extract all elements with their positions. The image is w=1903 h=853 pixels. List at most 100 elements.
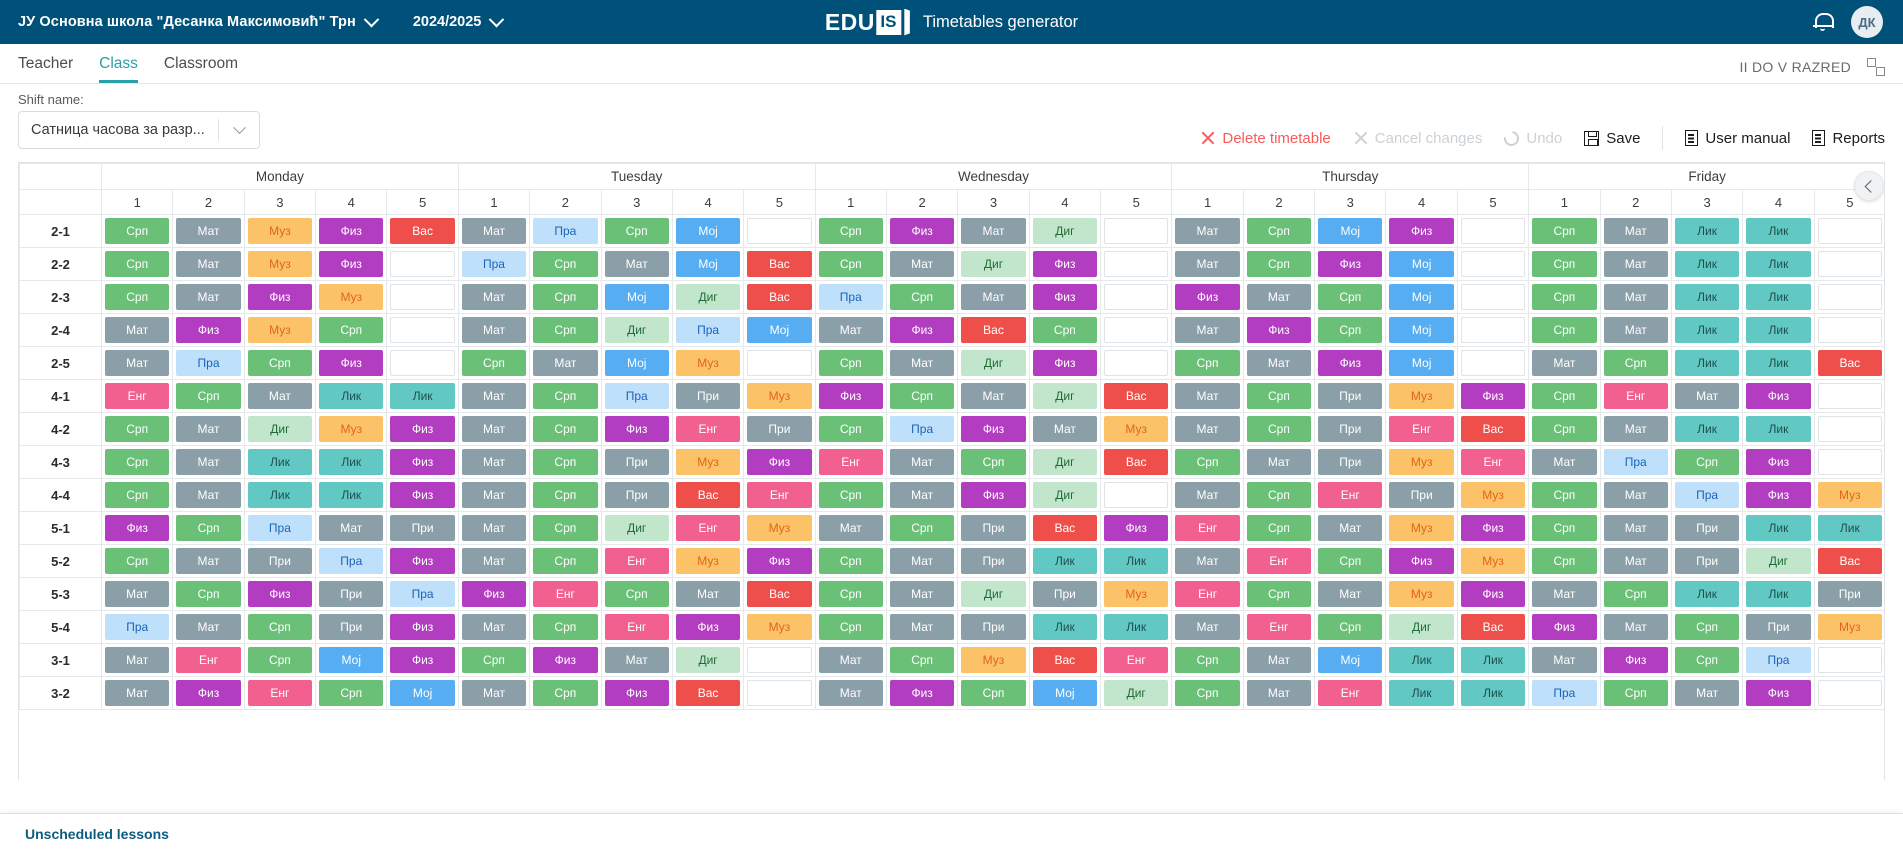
- slot-cell[interactable]: Муз: [1456, 478, 1530, 512]
- slot-cell[interactable]: Енг: [600, 610, 673, 644]
- slot-cell[interactable]: Мој: [386, 676, 459, 710]
- slot-cell[interactable]: Лик: [1742, 214, 1815, 248]
- lesson-chip-Муз[interactable]: Муз: [961, 647, 1026, 673]
- lesson-chip-Срп[interactable]: Срп: [533, 680, 598, 706]
- lesson-chip-Вас[interactable]: Вас: [1817, 548, 1882, 574]
- lesson-chip-Диг[interactable]: Диг: [1032, 482, 1098, 508]
- slot-cell[interactable]: Физ: [1742, 676, 1815, 710]
- lesson-chip-Пра[interactable]: Пра: [818, 284, 883, 310]
- lesson-chip-Срп[interactable]: Срп: [1175, 647, 1240, 673]
- slot-cell[interactable]: Мат: [172, 247, 245, 281]
- slot-cell[interactable]: Вас: [743, 247, 816, 281]
- lesson-chip-empty[interactable]: [747, 350, 812, 376]
- slot-cell[interactable]: Лик: [315, 445, 388, 479]
- lesson-chip-Мат[interactable]: Мат: [1532, 581, 1597, 607]
- slot-cell[interactable]: Мат: [600, 643, 673, 677]
- lesson-chip-Срп[interactable]: Срп: [818, 416, 883, 442]
- lesson-chip-Физ[interactable]: Физ: [247, 284, 313, 310]
- lesson-chip-При[interactable]: При: [1674, 515, 1740, 541]
- slot-cell[interactable]: Вас: [1028, 511, 1102, 545]
- lesson-chip-Мат[interactable]: Мат: [461, 218, 527, 244]
- slot-cell[interactable]: Срп: [1242, 577, 1316, 611]
- slot-cell[interactable]: Мој: [1028, 676, 1102, 710]
- lesson-chip-При[interactable]: При: [1318, 416, 1383, 442]
- lesson-chip-Диг[interactable]: Диг: [604, 515, 669, 541]
- slot-cell[interactable]: [1813, 643, 1884, 677]
- slot-cell[interactable]: Срп: [529, 544, 602, 578]
- lesson-chip-Срп[interactable]: Срп: [461, 350, 527, 376]
- slot-cell[interactable]: [386, 313, 459, 347]
- slot-cell[interactable]: Муз: [1385, 511, 1458, 545]
- slot-cell[interactable]: Диг: [671, 643, 745, 677]
- lesson-chip-Мат[interactable]: Мат: [889, 350, 955, 376]
- lesson-chip-Мат[interactable]: Мат: [1175, 383, 1240, 409]
- slot-cell[interactable]: Пра: [243, 511, 317, 545]
- slot-cell[interactable]: Лик: [315, 478, 388, 512]
- slot-cell[interactable]: Срп: [885, 379, 959, 413]
- slot-cell[interactable]: Срп: [1314, 313, 1387, 347]
- slot-cell[interactable]: Срп: [100, 544, 174, 578]
- class-label-3-2[interactable]: 3-2: [19, 676, 102, 710]
- slot-cell[interactable]: Мат: [1599, 511, 1672, 545]
- slot-cell[interactable]: Физ: [1242, 313, 1316, 347]
- slot-cell[interactable]: [386, 346, 459, 380]
- slot-cell[interactable]: Мат: [457, 478, 531, 512]
- lesson-chip-Мат[interactable]: Мат: [176, 284, 241, 310]
- lesson-chip-Срп[interactable]: Срп: [889, 284, 955, 310]
- lesson-chip-Лик[interactable]: Лик: [319, 449, 384, 475]
- slot-cell[interactable]: При: [600, 478, 673, 512]
- lesson-chip-Срп[interactable]: Срп: [604, 218, 669, 244]
- slot-cell[interactable]: Мат: [1528, 577, 1601, 611]
- lesson-chip-Мој[interactable]: Мој: [675, 251, 741, 277]
- slot-cell[interactable]: Муз: [743, 511, 816, 545]
- slot-cell[interactable]: Срп: [243, 346, 317, 380]
- lesson-chip-Срп[interactable]: Срп: [818, 581, 883, 607]
- lesson-chip-Муз[interactable]: Муз: [319, 284, 384, 310]
- lesson-chip-Срп[interactable]: Срп: [604, 581, 669, 607]
- lesson-chip-Срп[interactable]: Срп: [533, 449, 598, 475]
- slot-cell[interactable]: Лик: [1742, 313, 1815, 347]
- lesson-chip-Мат[interactable]: Мат: [461, 680, 527, 706]
- lesson-chip-Физ[interactable]: Физ: [1460, 383, 1526, 409]
- slot-cell[interactable]: Срп: [814, 214, 887, 248]
- slot-cell[interactable]: [1813, 247, 1884, 281]
- lesson-chip-Вас[interactable]: Вас: [1817, 350, 1882, 376]
- lesson-chip-Муз[interactable]: Муз: [747, 515, 812, 541]
- slot-cell[interactable]: Мој: [1385, 346, 1458, 380]
- slot-cell[interactable]: Мат: [600, 247, 673, 281]
- slot-cell[interactable]: Пра: [386, 577, 459, 611]
- slot-cell[interactable]: Срп: [1528, 511, 1601, 545]
- lesson-chip-Енг[interactable]: Енг: [1175, 581, 1240, 607]
- slot-cell[interactable]: Муз: [1100, 412, 1173, 446]
- lesson-chip-Мат[interactable]: Мат: [105, 350, 170, 376]
- lesson-chip-При[interactable]: При: [961, 548, 1026, 574]
- slot-cell[interactable]: [1456, 313, 1530, 347]
- lesson-chip-Срп[interactable]: Срп: [533, 251, 598, 277]
- lesson-chip-Физ[interactable]: Физ: [961, 416, 1026, 442]
- lesson-chip-Физ[interactable]: Физ: [604, 680, 669, 706]
- slot-cell[interactable]: Срп: [100, 478, 174, 512]
- lesson-chip-Пра[interactable]: Пра: [1532, 680, 1597, 706]
- slot-cell[interactable]: При: [1028, 577, 1102, 611]
- lesson-chip-empty[interactable]: [1817, 218, 1882, 244]
- lesson-chip-При[interactable]: При: [961, 614, 1026, 640]
- lesson-chip-Мат[interactable]: Мат: [889, 449, 955, 475]
- lesson-chip-Мат[interactable]: Мат: [1674, 680, 1740, 706]
- slot-cell[interactable]: Пра: [1599, 445, 1672, 479]
- slot-cell[interactable]: Срп: [1171, 643, 1244, 677]
- lesson-chip-Вас[interactable]: Вас: [1032, 647, 1098, 673]
- slot-cell[interactable]: Лик: [1100, 544, 1173, 578]
- slot-cell[interactable]: Мат: [172, 280, 245, 314]
- lesson-chip-Пра[interactable]: Пра: [604, 383, 669, 409]
- lesson-chip-Муз[interactable]: Муз: [319, 416, 384, 442]
- slot-cell[interactable]: Срп: [1528, 544, 1601, 578]
- slot-cell[interactable]: Мој: [1385, 280, 1458, 314]
- slot-cell[interactable]: Срп: [529, 511, 602, 545]
- lesson-chip-Срп[interactable]: Срп: [889, 515, 955, 541]
- slot-cell[interactable]: Мој: [671, 214, 745, 248]
- lesson-chip-Мој[interactable]: Мој: [1318, 647, 1383, 673]
- slot-cell[interactable]: Лик: [315, 379, 388, 413]
- slot-cell[interactable]: [1100, 346, 1173, 380]
- lesson-chip-Срп[interactable]: Срп: [889, 383, 955, 409]
- lesson-chip-Мат[interactable]: Мат: [461, 317, 527, 343]
